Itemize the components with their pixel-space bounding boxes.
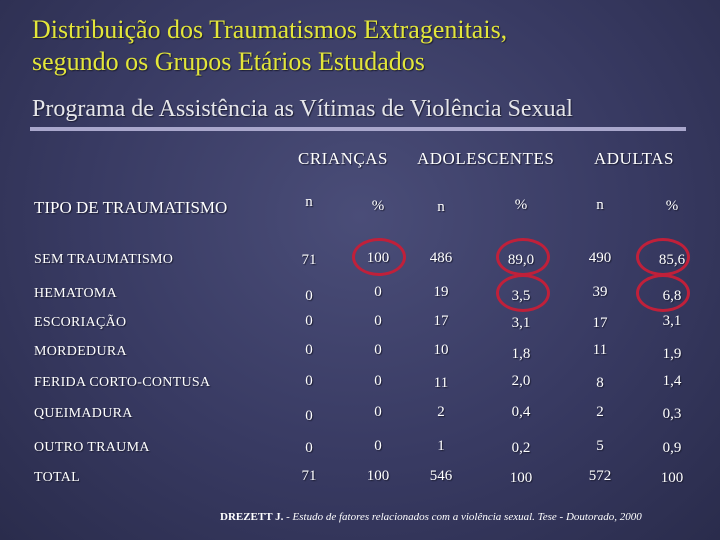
table-cell: 11 bbox=[592, 342, 608, 358]
table-cell: 490 bbox=[588, 250, 612, 266]
table-cell: 0,4 bbox=[511, 404, 531, 420]
table-cell: 71 bbox=[301, 468, 317, 484]
table-cell: 39 bbox=[592, 284, 608, 300]
table-cell: 0 bbox=[305, 342, 313, 358]
table-cell: 0,9 bbox=[662, 440, 682, 456]
column-header-4: % bbox=[514, 197, 528, 213]
highlight-circle bbox=[352, 238, 406, 276]
group-header-3: ADULTAS bbox=[594, 149, 674, 168]
row-label: OUTRO TRAUMA bbox=[34, 440, 150, 455]
row-label: FERIDA CORTO-CONTUSA bbox=[34, 375, 211, 390]
table-cell: 100 bbox=[366, 468, 390, 484]
table-cell: 1,8 bbox=[511, 346, 531, 362]
column-header-6: % bbox=[665, 198, 679, 214]
table-cell: 0 bbox=[305, 408, 313, 424]
highlight-circle bbox=[496, 238, 550, 276]
title-line-1: Distribuição dos Traumatismos Extragenit… bbox=[32, 14, 692, 78]
table-cell: 0 bbox=[374, 438, 382, 454]
title-text-2: segundo os Grupos Etários Estudados bbox=[32, 47, 425, 76]
header-label: TIPO DE TRAUMATISMO bbox=[34, 198, 228, 217]
table-cell: 17 bbox=[592, 315, 608, 331]
table-cell: 0 bbox=[305, 313, 313, 329]
table-cell: 100 bbox=[509, 470, 533, 486]
group-header-1: CRIANÇAS bbox=[298, 149, 388, 168]
row-label: HEMATOMA bbox=[34, 286, 118, 301]
table-cell: 572 bbox=[588, 468, 612, 484]
column-header-1: n bbox=[305, 194, 313, 210]
subtitle: Programa de Assistência as Vítimas de Vi… bbox=[32, 96, 573, 122]
table-cell: 0 bbox=[374, 373, 382, 389]
table-cell: 0,2 bbox=[511, 440, 531, 456]
table-cell: 2 bbox=[437, 404, 445, 420]
table-cell: 546 bbox=[429, 468, 453, 484]
column-header-2: % bbox=[371, 198, 385, 214]
row-label: ESCORIAÇÃO bbox=[34, 315, 127, 330]
footer-author: DREZETT J. bbox=[220, 511, 284, 523]
table-cell: 0 bbox=[305, 288, 313, 304]
table-cell: 5 bbox=[596, 438, 604, 454]
table-cell: 8 bbox=[596, 375, 604, 391]
table-cell: 10 bbox=[433, 342, 449, 358]
table-cell: 11 bbox=[433, 375, 449, 391]
table-cell: 0 bbox=[374, 404, 382, 420]
table-cell: 100 bbox=[660, 470, 684, 486]
table-cell: 0 bbox=[374, 284, 382, 300]
table-cell: 1 bbox=[437, 438, 445, 454]
row-label: SEM TRAUMATISMO bbox=[34, 252, 174, 267]
table-cell: 0 bbox=[305, 440, 313, 456]
row-label: MORDEDURA bbox=[34, 344, 127, 359]
highlight-circle bbox=[496, 274, 550, 312]
table-cell: 0 bbox=[374, 342, 382, 358]
group-header-2: ADOLESCENTES bbox=[417, 149, 555, 168]
table-cell: 17 bbox=[433, 313, 449, 329]
row-label: QUEIMADURA bbox=[34, 406, 133, 421]
table-cell: 19 bbox=[433, 284, 449, 300]
table-cell: 3,1 bbox=[511, 315, 531, 331]
table-cell: 3,1 bbox=[662, 313, 682, 329]
column-header-5: n bbox=[596, 197, 604, 213]
footer-reference: - Estudo de fatores relacionados com a v… bbox=[283, 511, 642, 523]
footer-citation: DREZETT J. - Estudo de fatores relaciona… bbox=[220, 511, 642, 523]
column-header-3: n bbox=[437, 199, 445, 215]
title-rule bbox=[30, 127, 686, 131]
highlight-circle bbox=[636, 238, 690, 276]
table-cell: 1,4 bbox=[662, 373, 682, 389]
title-text-1: Distribuição dos Traumatismos Extragenit… bbox=[32, 15, 508, 44]
table-cell: 1,9 bbox=[662, 346, 682, 362]
table-cell: 71 bbox=[301, 252, 317, 268]
table-cell: 0 bbox=[374, 313, 382, 329]
table-cell: 486 bbox=[429, 250, 453, 266]
table-cell: 2,0 bbox=[511, 373, 531, 389]
table-cell: 0,3 bbox=[662, 406, 682, 422]
table-cell: 0 bbox=[305, 373, 313, 389]
highlight-circle bbox=[636, 274, 690, 312]
row-label: TOTAL bbox=[34, 470, 81, 485]
table-cell: 2 bbox=[596, 404, 604, 420]
